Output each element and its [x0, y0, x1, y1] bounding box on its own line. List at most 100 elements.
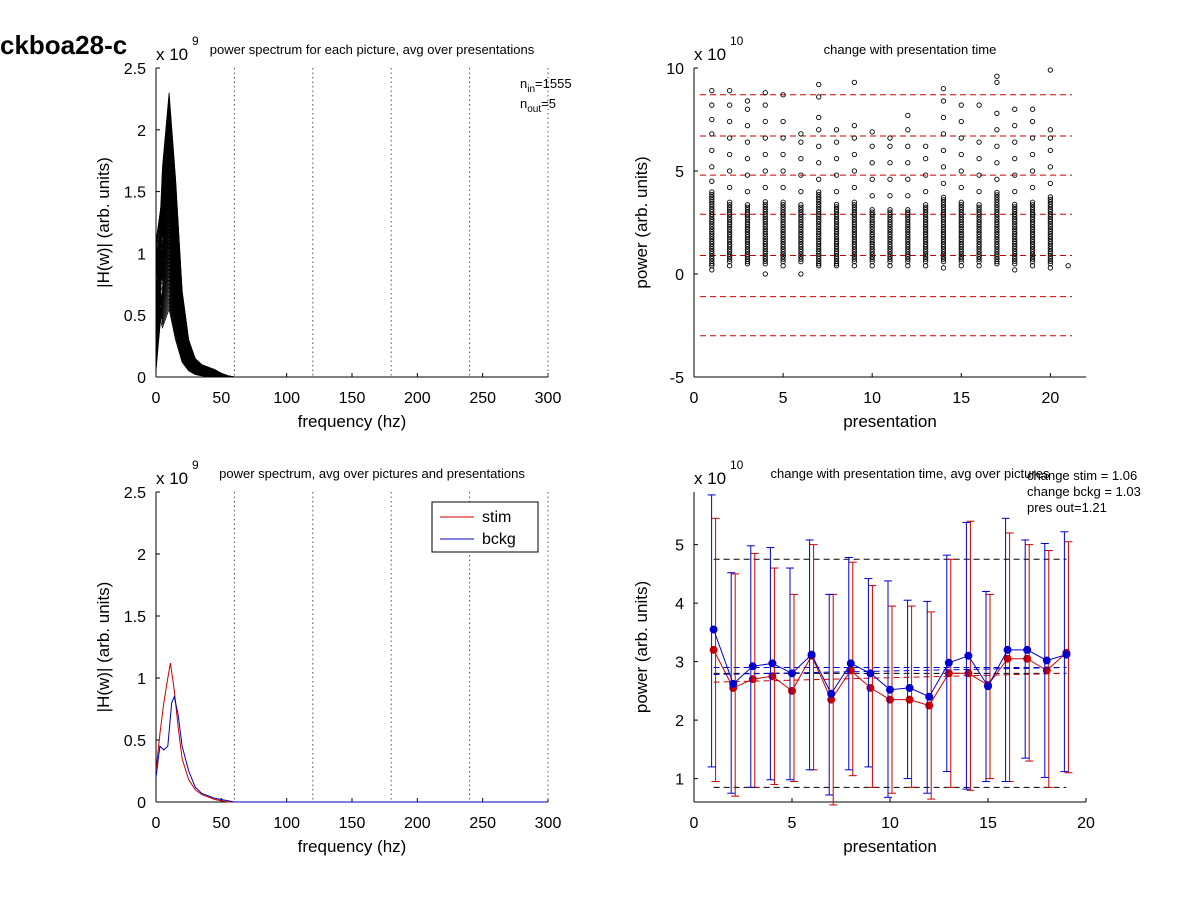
- data-point: [1029, 199, 1036, 205]
- data-point: [887, 221, 893, 228]
- data-point: [762, 209, 768, 215]
- data-point: [905, 212, 911, 218]
- data-point: [1047, 256, 1054, 262]
- data-point: [1029, 246, 1036, 252]
- data-point: [958, 249, 964, 255]
- spectrum-line: [155, 114, 548, 378]
- data-point: [958, 251, 964, 257]
- y-axis-label: power (arb. units): [632, 581, 651, 713]
- data-point: [762, 256, 768, 262]
- data-point: [922, 229, 929, 235]
- data-point: [994, 209, 1000, 215]
- spectrum-line: [155, 257, 548, 378]
- annotation-text: change bckg = 1.03: [1027, 484, 1141, 499]
- chart-title: power spectrum for each picture, avg ove…: [210, 42, 535, 57]
- data-point: [1029, 231, 1036, 238]
- data-point: [1047, 251, 1054, 257]
- data-point: [744, 216, 751, 223]
- spectrum-line: [155, 275, 548, 378]
- data-point: [816, 231, 822, 237]
- data-point: [780, 202, 786, 208]
- data-point: [744, 258, 751, 265]
- data-point: [744, 188, 751, 195]
- data-point: [1029, 244, 1036, 250]
- data-point: [940, 246, 947, 252]
- data-point: [940, 241, 947, 247]
- data-point: [958, 216, 964, 223]
- data-point: [869, 251, 875, 257]
- data-point: [709, 236, 715, 242]
- data-point: [940, 258, 947, 265]
- series-line-bckg: [155, 694, 548, 803]
- data-point: [940, 254, 947, 260]
- data-point: [780, 204, 786, 210]
- data-point: [816, 204, 822, 210]
- data-point: [994, 244, 1000, 250]
- data-point: [1029, 234, 1036, 240]
- data-point: [798, 271, 804, 277]
- data-point: [994, 160, 1000, 166]
- y-tick-label: 2: [137, 547, 146, 564]
- data-point: [958, 234, 964, 240]
- y-tick-label: 0.5: [124, 733, 146, 750]
- data-point: [1047, 238, 1054, 245]
- data-point: [922, 226, 929, 233]
- data-point: [744, 224, 751, 230]
- x-tick-label: 150: [339, 390, 366, 407]
- data-point: [940, 265, 947, 271]
- data-point: [1047, 226, 1054, 232]
- data-point: [780, 168, 786, 174]
- data-point: [940, 180, 947, 187]
- data-point: [887, 249, 893, 255]
- y-tick-label: 2: [137, 123, 146, 140]
- legend: stim bckg: [431, 501, 539, 553]
- data-point: [940, 236, 947, 243]
- data-point: [887, 251, 893, 257]
- data-point: [869, 231, 875, 238]
- data-point: [1029, 212, 1036, 218]
- spectrum-line: [155, 103, 548, 378]
- data-point: [922, 219, 929, 225]
- x-tick-label: 250: [469, 815, 496, 832]
- data-point: [869, 226, 875, 233]
- data-point: [744, 236, 751, 243]
- exponent-power: 9: [192, 458, 199, 472]
- data-point: [905, 251, 911, 257]
- data-point: [851, 244, 858, 250]
- exponent-label: x 10: [156, 45, 188, 64]
- spectrum-line: [155, 129, 548, 378]
- data-point: [709, 88, 715, 94]
- data-point: [1012, 219, 1018, 225]
- data-point: [1012, 155, 1018, 162]
- data-point: [762, 199, 768, 205]
- data-point: [709, 251, 715, 257]
- data-point: [1012, 209, 1018, 215]
- data-point: [958, 221, 964, 228]
- data-point: [976, 231, 982, 238]
- annotation-text: change stim = 1.06: [1027, 468, 1137, 483]
- data-point: [851, 251, 858, 257]
- data-point: [905, 112, 911, 119]
- spectrum-line: [155, 279, 548, 378]
- data-point: [887, 239, 893, 245]
- data-point: [816, 209, 822, 215]
- data-point: [851, 246, 858, 252]
- data-point: [905, 207, 911, 213]
- data-point: [833, 233, 840, 240]
- data-point: [976, 221, 982, 228]
- data-point: [905, 239, 911, 245]
- spectrum-line: [155, 228, 548, 378]
- data-point: [994, 219, 1000, 225]
- data-point: [816, 219, 822, 225]
- data-point: [1047, 180, 1054, 187]
- data-point: [1029, 236, 1036, 243]
- data-point: [869, 129, 875, 135]
- spectrum-line: [155, 206, 548, 378]
- data-point: [869, 214, 875, 220]
- spectrum-line: [155, 184, 548, 378]
- chart-title: change with presentation time, avg over …: [771, 466, 1050, 481]
- series-point-bckg: [729, 679, 738, 688]
- data-point: [940, 147, 947, 154]
- data-point: [816, 196, 822, 203]
- data-point: [887, 212, 893, 218]
